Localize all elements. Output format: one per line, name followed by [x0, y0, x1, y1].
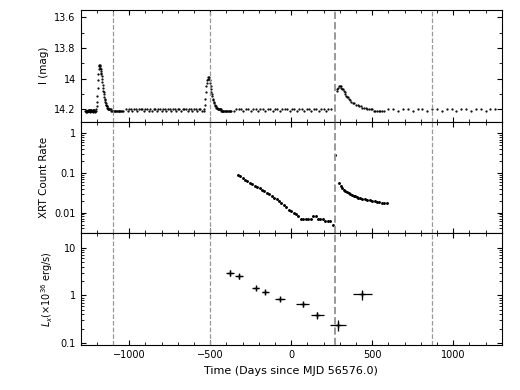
Y-axis label: $L_x({\times}10^{36}\ \rm{erg/s})$: $L_x({\times}10^{36}\ \rm{erg/s})$ [39, 251, 55, 327]
X-axis label: Time (Days since MJD 56576.0): Time (Days since MJD 56576.0) [204, 365, 378, 376]
Y-axis label: XRT Count Rate: XRT Count Rate [39, 137, 49, 218]
Y-axis label: I (mag): I (mag) [38, 47, 49, 84]
